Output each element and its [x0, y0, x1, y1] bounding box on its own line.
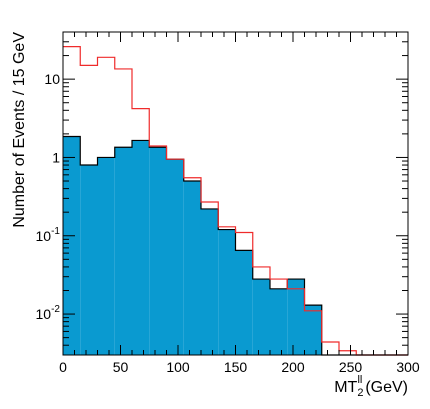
y-tick-label: 1 [52, 149, 60, 165]
filled-bar [63, 136, 81, 355]
y-axis-title: Number of Events / 15 GeV [11, 32, 28, 228]
x-tick-labels: 0 50 100 150 200 250 300 [59, 359, 420, 375]
y-tick-exponent: -1 [51, 226, 60, 237]
x-axis-title-superscript: ll [357, 374, 362, 386]
filled-bar [201, 208, 219, 355]
x-tick-label: 100 [166, 359, 190, 375]
step-series-line [63, 46, 408, 356]
y-tick-base: 10 [36, 228, 52, 244]
y-tick-label: 10-1 [36, 226, 61, 244]
x-tick-label: 150 [224, 359, 248, 375]
x-tick-label: 0 [59, 359, 67, 375]
x-axis-title-subscript: 2 [357, 387, 363, 399]
filled-bar [235, 250, 253, 355]
x-tick-label: 250 [339, 359, 363, 375]
x-axis-title-unit: (GeV) [365, 379, 408, 396]
y-tick-base: 10 [36, 306, 52, 322]
x-tick-label: 50 [113, 359, 129, 375]
filled-bar [114, 147, 132, 355]
filled-bar [252, 279, 270, 355]
y-tick-label: 10 [44, 71, 60, 87]
y-tick-label: 10-2 [36, 304, 61, 322]
filled-bar [304, 305, 322, 355]
x-axis-title: MT2ll (GeV) [334, 374, 408, 399]
filled-bar [97, 157, 115, 355]
filled-bar [287, 279, 305, 355]
filled-bar [132, 140, 150, 355]
x-axis-title-main: MT [334, 379, 357, 396]
y-tick-exponent: -2 [51, 304, 60, 315]
x-tick-label: 200 [281, 359, 305, 375]
plot-frame [62, 31, 409, 356]
filled-bar [149, 147, 167, 355]
filled-bar [80, 165, 98, 355]
x-tick-label: 300 [396, 359, 420, 375]
filled-bar [166, 159, 184, 355]
filled-bar [183, 181, 201, 355]
histogram-layer [63, 46, 408, 356]
filled-bar [270, 288, 288, 355]
filled-bar [218, 229, 236, 355]
